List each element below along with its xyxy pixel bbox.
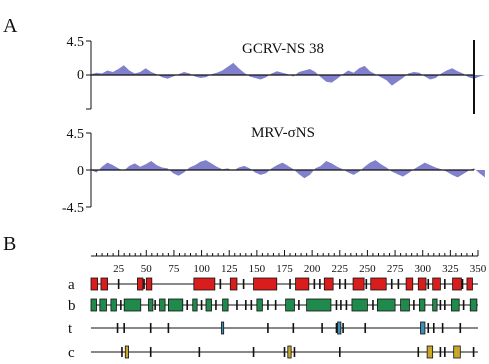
feature-block (205, 298, 212, 312)
feature-block (148, 298, 154, 312)
ruler-tick-label: 250 (359, 263, 376, 275)
feature-block (123, 298, 142, 312)
y-tick-min: -4.5 (62, 201, 84, 216)
feature-block (323, 277, 334, 291)
position-ruler: 25 50 75 100 125 150 175 200 225 250 275 300 325 350 (91, 250, 487, 275)
plot-title-gcrv: GCRV-NS 38 (242, 41, 324, 57)
feature-block (351, 298, 368, 312)
feature-block (253, 277, 278, 291)
hydropathy-profile-gcrv (91, 62, 485, 86)
feature-block (426, 345, 434, 359)
feature-block (287, 345, 292, 359)
feature-block (376, 298, 396, 312)
feature-block (352, 277, 365, 291)
y-axis-ticks (86, 40, 91, 110)
feature-block (420, 321, 426, 335)
feature-block (295, 277, 310, 291)
feature-block (192, 298, 198, 312)
track-label: c (68, 345, 75, 361)
feature-block (110, 298, 117, 312)
ruler-tick-label: 25 (113, 263, 125, 275)
y-tick-max: 4.5 (67, 35, 85, 50)
track-label: t (68, 321, 73, 337)
feature-block (159, 298, 166, 312)
feature-block (451, 298, 460, 312)
feature-block (466, 277, 473, 291)
feature-block (452, 277, 462, 291)
feature-block (145, 277, 153, 291)
feature-block (124, 345, 129, 359)
ruler-ticks: 25 50 75 100 125 150 175 200 225 250 275 300 325 350 (96, 250, 487, 275)
ruler-tick-label: 75 (168, 263, 180, 275)
track-c: c (68, 345, 478, 361)
ruler-tick-label: 100 (193, 263, 210, 275)
hydropathy-plot-mrv: MRV-σNS 4.5 0 -4.5 (62, 125, 485, 216)
feature-block (137, 277, 144, 291)
ruler-tick-label: 50 (141, 263, 153, 275)
ruler-tick-label: 175 (276, 263, 293, 275)
y-tick-max: 4.5 (67, 127, 85, 142)
feature-block (405, 277, 414, 291)
feature-block (306, 298, 332, 312)
feature-block (417, 277, 427, 291)
track-label: a (68, 277, 75, 293)
feature-block (167, 298, 184, 312)
panel-b-label: B (3, 233, 16, 255)
feature-block (453, 345, 461, 359)
feature-block (418, 298, 426, 312)
plot-title-mrv: MRV-σNS (251, 125, 315, 141)
y-axis-ticks (86, 132, 91, 208)
feature-block (469, 298, 478, 312)
feature-block (432, 298, 438, 312)
ruler-tick-label: 200 (304, 263, 321, 275)
track-b: b (68, 298, 478, 314)
track-t: t (68, 321, 478, 337)
feature-block (400, 298, 410, 312)
feature-block (222, 298, 229, 312)
track-a: a (68, 277, 478, 293)
feature-block (99, 298, 107, 312)
ruler-tick-label: 275 (387, 263, 404, 275)
feature-block (337, 321, 342, 335)
panel-a-label: A (3, 15, 18, 37)
feature-block (256, 298, 263, 312)
y-tick-zero: 0 (77, 68, 84, 83)
feature-block (229, 277, 238, 291)
hydropathy-profile-mrv (91, 160, 485, 179)
y-tick-zero: 0 (77, 164, 84, 179)
ruler-tick-label: 350 (470, 263, 487, 275)
ruler-tick-label: 325 (442, 263, 459, 275)
feature-block (285, 298, 295, 312)
track-label: b (68, 298, 76, 314)
feature-block (221, 321, 225, 335)
feature-block (90, 277, 99, 291)
feature-block (90, 298, 97, 312)
ruler-tick-label: 225 (332, 263, 349, 275)
feature-block (370, 277, 387, 291)
feature-block (193, 277, 216, 291)
ruler-tick-label: 300 (414, 263, 431, 275)
ruler-tick-label: 125 (221, 263, 238, 275)
feature-block (432, 277, 441, 291)
feature-block (100, 277, 108, 291)
ruler-tick-label: 150 (249, 263, 266, 275)
hydropathy-plot-gcrv: GCRV-NS 38 4.5 0 (67, 35, 485, 114)
